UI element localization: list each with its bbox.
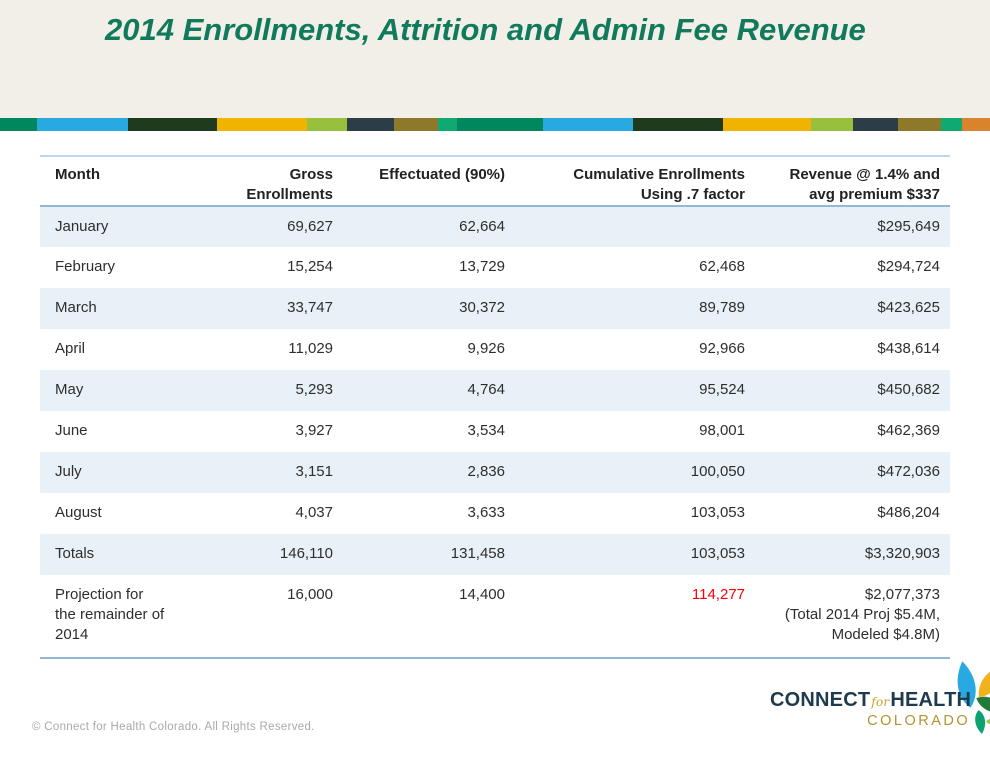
table-row-august: August 4,037 3,633 103,053 $486,204: [40, 493, 950, 534]
cumulative-cell: 92,966: [699, 340, 745, 357]
effectuated-cell: 30,372: [459, 299, 505, 316]
stripe-segment: [723, 118, 811, 131]
gross-cell: 33,747: [287, 299, 333, 316]
cumulative-cell: 103,053: [690, 545, 745, 562]
stripe-segment: [811, 118, 853, 131]
month-cell: January: [55, 218, 109, 235]
stripe-segment: [37, 118, 128, 131]
title-band: [0, 0, 990, 118]
enrollment-table-wrap: Month Gross Enrollments Effectuated (90%…: [40, 155, 950, 659]
logo-health-text: HEALTH: [890, 689, 972, 711]
table-row-totals: Totals 146,110 131,458 103,053 $3,320,90…: [40, 534, 950, 575]
revenue-cell: $295,649: [877, 218, 940, 235]
month-cell: May: [55, 381, 84, 398]
gross-cell: 5,293: [295, 381, 333, 398]
gross-cell: 11,029: [288, 340, 333, 357]
cumulative-cell: 62,468: [699, 258, 745, 275]
month-cell: July: [55, 463, 82, 480]
stripe-segment: [853, 118, 898, 131]
cumulative-cell-highlighted: 114,277: [691, 586, 745, 603]
stripe-segment: [307, 118, 347, 131]
month-cell: June: [55, 422, 88, 439]
gross-cell: 69,627: [287, 218, 333, 235]
table-row-february: February 15,254 13,729 62,468 $294,724: [40, 247, 950, 288]
stripe-segment: [457, 118, 543, 131]
stripe-segment: [0, 118, 37, 131]
effectuated-cell: 62,664: [459, 218, 505, 235]
revenue-cell: $294,724: [877, 258, 940, 275]
copyright-text: © Connect for Health Colorado. All Right…: [32, 721, 315, 733]
revenue-cell: $472,036: [877, 463, 940, 480]
header-effectuated: Effectuated (90%): [379, 166, 505, 183]
revenue-cell: $2,077,373 (Total 2014 Proj $5.4M, Model…: [784, 586, 940, 643]
effectuated-cell: 3,534: [467, 422, 505, 439]
cumulative-cell: [515, 206, 755, 247]
table-row-projection: Projection for the remainder of 2014 16,…: [40, 575, 950, 658]
month-cell: April: [55, 340, 86, 357]
stripe-segment: [941, 118, 962, 131]
stripe-segment: [438, 118, 457, 131]
gross-cell: 3,927: [295, 422, 333, 439]
gross-cell: 4,037: [295, 504, 333, 521]
table-row-january: January 69,627 62,664 $295,649: [40, 206, 950, 247]
month-cell: Projection for the remainder of 2014: [55, 586, 165, 643]
effectuated-cell: 9,926: [467, 340, 505, 357]
table-header-row: Month Gross Enrollments Effectuated (90%…: [40, 156, 950, 206]
revenue-cell: $462,369: [877, 422, 940, 439]
logo-connect-text: CONNECT: [770, 689, 871, 711]
month-cell: August: [55, 504, 102, 521]
month-cell: February: [55, 258, 116, 275]
color-stripe: [0, 118, 990, 131]
revenue-cell: $450,682: [877, 381, 940, 398]
cumulative-cell: 95,524: [699, 381, 745, 398]
stripe-segment: [347, 118, 394, 131]
effectuated-cell: 3,633: [467, 504, 505, 521]
table-row-april: April 11,029 9,926 92,966 $438,614: [40, 329, 950, 370]
logo-colorado-text: COLORADO: [867, 713, 971, 729]
header-gross-enrollments: Gross Enrollments: [246, 166, 333, 203]
header-revenue: Revenue @ 1.4% and avg premium $337: [789, 166, 940, 203]
logo-wordmark: CONNECTforHEALTH COLORADO: [770, 689, 971, 730]
stripe-segment: [633, 118, 723, 131]
table-row-june: June 3,927 3,534 98,001 $462,369: [40, 411, 950, 452]
gross-cell: 146,110: [279, 545, 333, 562]
month-cell: March: [55, 299, 97, 316]
cumulative-cell: 103,053: [690, 504, 745, 521]
slide-title: 2014 Enrollments, Attrition and Admin Fe…: [105, 12, 866, 47]
revenue-cell: $3,320,903: [864, 545, 940, 562]
stripe-segment: [962, 118, 990, 131]
revenue-cell: $438,614: [877, 340, 940, 357]
effectuated-cell: 131,458: [450, 545, 505, 562]
table-row-march: March 33,747 30,372 89,789 $423,625: [40, 288, 950, 329]
stripe-segment: [394, 118, 438, 131]
effectuated-cell: 13,729: [459, 258, 505, 275]
stripe-segment: [543, 118, 633, 131]
leaf-cluster-icon: [957, 661, 990, 734]
effectuated-cell: 14,400: [459, 586, 505, 603]
table-row-may: May 5,293 4,764 95,524 $450,682: [40, 370, 950, 411]
effectuated-cell: 4,764: [467, 381, 505, 398]
stripe-segment: [898, 118, 941, 131]
connect-for-health-logo: CONNECTforHEALTH COLORADO: [770, 658, 990, 736]
revenue-cell: $486,204: [877, 504, 940, 521]
cumulative-cell: 100,050: [690, 463, 745, 480]
table-row-july: July 3,151 2,836 100,050 $472,036: [40, 452, 950, 493]
gross-cell: 3,151: [295, 463, 333, 480]
gross-cell: 15,254: [287, 258, 333, 275]
cumulative-cell: 89,789: [699, 299, 745, 316]
enrollment-table: Month Gross Enrollments Effectuated (90%…: [40, 155, 950, 659]
stripe-segment: [217, 118, 307, 131]
effectuated-cell: 2,836: [467, 463, 505, 480]
revenue-cell: $423,625: [877, 299, 940, 316]
gross-cell: 16,000: [287, 586, 333, 603]
cumulative-cell: 98,001: [699, 422, 745, 439]
header-cumulative-enrollments: Cumulative Enrollments Using .7 factor: [573, 166, 745, 203]
header-month: Month: [55, 166, 100, 183]
month-cell: Totals: [55, 545, 95, 562]
logo-for-text: for: [871, 695, 890, 709]
stripe-segment: [128, 118, 217, 131]
